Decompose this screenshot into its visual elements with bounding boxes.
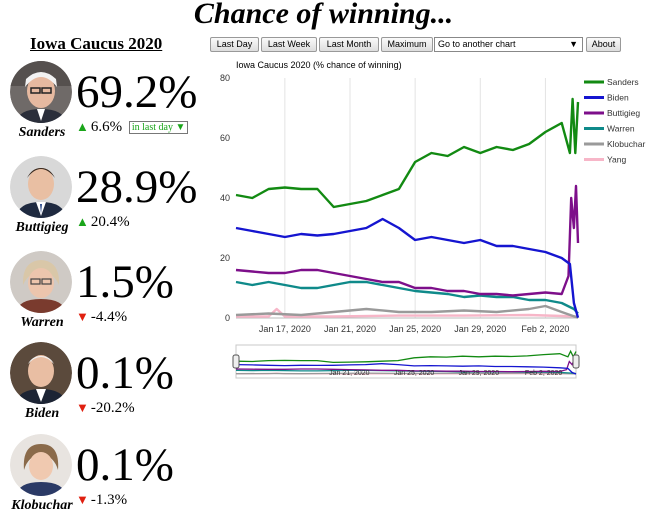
legend-label: Buttigieg (607, 108, 640, 118)
candidate-name: Sanders (18, 125, 66, 140)
candidate-card-biden: Biden 0.1% ▼ -20.2% (0, 342, 210, 434)
candidate-name: Buttigieg (15, 220, 69, 235)
chevron-down-icon: ▼ (175, 122, 186, 133)
page-title: Chance of winning... (193, 0, 454, 30)
series-line-klobuchar (235, 304, 579, 319)
change-value: 6.6% (90, 119, 123, 135)
x-tick-label: Jan 21, 2020 (324, 324, 376, 334)
chart-select-value: Go to another chart (438, 39, 516, 49)
candidate-pct: 28.9% (76, 161, 198, 213)
x-tick-label: Jan 25, 2020 (389, 324, 441, 334)
period-select-value: in last day (131, 122, 173, 133)
series-line-biden (235, 217, 580, 319)
candidate-name: Warren (20, 315, 64, 330)
x-tick-label: Jan 17, 2020 (259, 324, 311, 334)
arrow-down-icon: ▼ (76, 309, 89, 324)
candidate-name: Klobuchar (11, 498, 73, 513)
avatar (10, 342, 72, 404)
sidebar-title: Iowa Caucus 2020 (30, 34, 163, 53)
navigator-handle-right[interactable] (572, 354, 580, 369)
chart-select[interactable]: Go to another chart ▼ (434, 37, 583, 52)
avatar (10, 156, 72, 218)
candidate-card-buttigieg: Buttigieg 28.9% ▲ 20.4% (0, 156, 210, 248)
candidate-change: ▲ 20.4% (76, 214, 130, 230)
change-value: -1.3% (90, 492, 128, 508)
arrow-down-icon: ▼ (76, 492, 89, 507)
candidate-change: ▼ -1.3% (76, 492, 127, 508)
arrow-down-icon: ▼ (76, 400, 89, 415)
candidate-card-warren: Warren 1.5% ▼ -4.4% (0, 251, 210, 343)
chevron-down-icon: ▼ (569, 39, 578, 49)
navigator-line-klobuchar (235, 372, 577, 375)
navigator-tick-label: Feb 2, 2020 (525, 370, 562, 377)
series-line-warren (235, 280, 579, 315)
navigator-tick-label: Jan 29, 2020 (459, 370, 500, 377)
legend-label: Warren (607, 124, 635, 134)
navigator-handle-left[interactable] (232, 354, 240, 369)
legend-label: Sanders (607, 77, 639, 87)
x-tick-label: Jan 29, 2020 (454, 324, 506, 334)
change-value: 20.4% (90, 214, 130, 230)
y-tick-label: 80 (220, 73, 230, 83)
period-select[interactable]: in last day ▼ (128, 121, 189, 134)
candidate-change: ▼ -20.2% (76, 400, 135, 416)
candidate-pct: 0.1% (76, 439, 174, 491)
candidate-card-klobuchar: Klobuchar 0.1% ▼ -1.3% (0, 434, 210, 526)
y-tick-label: 20 (220, 253, 230, 263)
navigator-line-biden (235, 363, 577, 375)
candidate-card-sanders: Sanders 69.2% ▲ 6.6% in last day ▼ (0, 61, 210, 153)
avatar (10, 61, 72, 123)
navigator-tick-label: Jan 21, 2020 (329, 370, 370, 377)
avatar (10, 434, 72, 496)
legend-label: Yang (607, 155, 626, 165)
legend-label: Klobuchar (607, 139, 645, 149)
about-button[interactable]: About (586, 37, 621, 52)
candidate-pct: 0.1% (76, 347, 174, 399)
y-tick-label: 60 (220, 133, 230, 143)
arrow-up-icon: ▲ (76, 119, 89, 134)
y-tick-label: 40 (220, 193, 230, 203)
avatar (10, 251, 72, 313)
legend-label: Biden (607, 93, 629, 103)
change-value: -20.2% (90, 400, 135, 416)
range-button-maximum[interactable]: Maximum (381, 37, 433, 52)
navigator-tick-label: Jan 25, 2020 (394, 370, 435, 377)
candidate-change: ▲ 6.6% in last day ▼ (76, 119, 189, 135)
candidate-name: Biden (24, 406, 60, 421)
navigator-line-buttigieg (235, 358, 577, 373)
change-value: -4.4% (90, 309, 128, 325)
range-button-last-month[interactable]: Last Month (319, 37, 379, 52)
range-button-last-week[interactable]: Last Week (261, 37, 317, 52)
arrow-up-icon: ▲ (76, 214, 89, 229)
chart: Iowa Caucus 2020 (% chance of winning) 0… (220, 60, 645, 379)
x-tick-label: Feb 2, 2020 (521, 324, 569, 334)
candidate-pct: 1.5% (76, 256, 174, 308)
series-line-buttigieg (235, 184, 580, 297)
series-line-sanders (235, 97, 580, 209)
y-tick-label: 0 (225, 313, 230, 323)
navigator-line-sanders (235, 349, 577, 364)
range-button-last-day[interactable]: Last Day (210, 37, 259, 52)
candidate-change: ▼ -4.4% (76, 309, 127, 325)
candidate-pct: 69.2% (76, 66, 198, 118)
chart-title: Iowa Caucus 2020 (% chance of winning) (236, 60, 402, 70)
